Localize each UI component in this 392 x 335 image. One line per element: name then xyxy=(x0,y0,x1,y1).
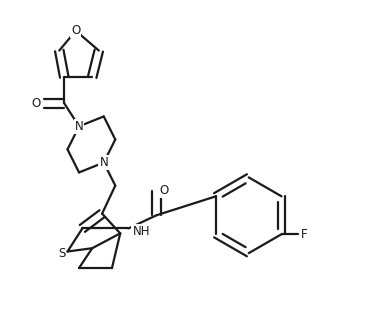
Text: O: O xyxy=(31,97,40,110)
Text: O: O xyxy=(159,184,168,197)
Text: O: O xyxy=(71,24,80,37)
Text: F: F xyxy=(301,228,308,241)
Text: NH: NH xyxy=(132,225,150,238)
Text: S: S xyxy=(58,247,65,260)
Text: N: N xyxy=(100,156,108,169)
Text: N: N xyxy=(74,120,83,133)
